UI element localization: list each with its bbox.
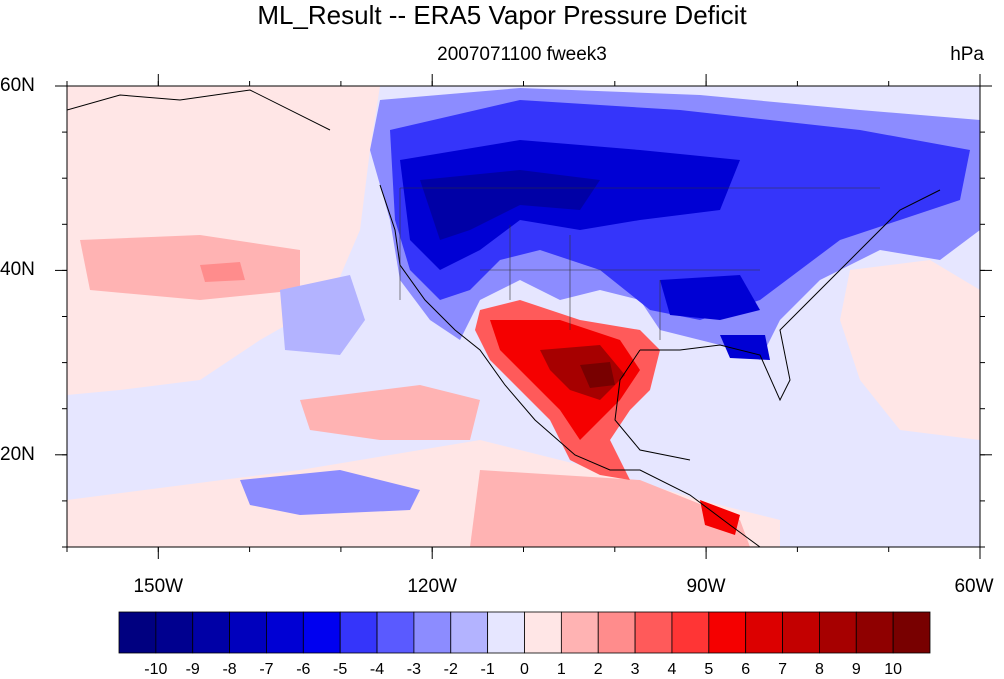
colorbar-label: 1 xyxy=(556,661,566,678)
chart-title: ML_Result -- ERA5 Vapor Pressure Deficit xyxy=(257,0,747,30)
colorbar-swatch xyxy=(819,611,857,654)
coastline-alaska xyxy=(67,89,331,131)
colorbar-label: -6 xyxy=(296,661,311,678)
colorbar-label: -8 xyxy=(222,661,237,678)
colorbar-label: -7 xyxy=(259,661,274,678)
colorbar-swatch xyxy=(229,611,267,654)
coastline-pacific xyxy=(379,184,761,547)
colorbar-swatch xyxy=(560,611,599,654)
colorbar-swatch xyxy=(339,611,378,654)
colorbar-swatch xyxy=(450,611,489,654)
chart-subtitle: 2007071100 fweek3 xyxy=(437,44,607,65)
colorbar-swatch xyxy=(192,611,230,654)
colorbar-label: -5 xyxy=(333,661,348,678)
lat-tick-label: 40N xyxy=(0,259,35,281)
colorbar-label: 3 xyxy=(630,661,640,678)
lon-tick-label: 150W xyxy=(133,576,184,597)
colorbar xyxy=(118,611,931,654)
field-mid-pacific-positive xyxy=(80,235,300,300)
colorbar-label: -1 xyxy=(480,661,495,678)
axis-ticks xyxy=(55,74,992,559)
colorbar-label: -3 xyxy=(406,661,422,678)
colorbar-label: 0 xyxy=(520,661,529,678)
state-borders xyxy=(399,187,880,340)
units-label: hPa xyxy=(950,44,984,65)
lon-tick-label: 120W xyxy=(407,576,457,597)
colorbar-label: 2 xyxy=(593,661,603,678)
colorbar-label: -10 xyxy=(144,661,168,678)
field-midwest-negative xyxy=(660,275,760,320)
field-baja-positive xyxy=(300,385,480,440)
colorbar-swatch xyxy=(487,611,525,654)
colorbar-label: 4 xyxy=(667,661,677,678)
field-pacific-negative xyxy=(280,275,365,355)
colorbar-swatch xyxy=(634,611,673,654)
field-pacific-spot xyxy=(200,262,245,282)
colorbar-swatch xyxy=(155,611,194,654)
colorbar-swatch xyxy=(671,611,710,654)
coastline-gulf xyxy=(614,349,691,461)
field-na-core-negative xyxy=(420,170,600,240)
colorbar-swatch xyxy=(782,611,820,654)
colorbar-swatch xyxy=(302,611,341,654)
colorbar-swatch xyxy=(708,611,747,654)
colorbar-swatch xyxy=(892,611,931,654)
colorbar-swatch xyxy=(376,611,415,654)
colorbar-swatch xyxy=(745,611,783,654)
colorbar-swatch xyxy=(413,611,452,654)
field-central-america-positive xyxy=(470,470,750,547)
colorbar-label: -2 xyxy=(443,661,458,678)
colorbar-label: 7 xyxy=(778,661,787,678)
colorbar-label: 5 xyxy=(704,661,714,678)
field-southeast-negative xyxy=(720,335,770,360)
field-pink-atlantic xyxy=(840,260,980,440)
colorbar-swatch xyxy=(597,611,636,654)
colorbar-label: -4 xyxy=(369,661,385,678)
coastline-atlantic xyxy=(640,189,941,402)
field-tropical-negative xyxy=(240,470,420,515)
lon-tick-label: 60W xyxy=(954,576,994,597)
colorbar-label: 9 xyxy=(851,661,861,678)
map-field xyxy=(67,86,980,547)
colorbar-label: 6 xyxy=(741,661,751,678)
lon-tick-label: 90W xyxy=(686,576,726,597)
colorbar-label: -9 xyxy=(185,661,200,678)
field-mexico-max-positive xyxy=(580,362,615,388)
lat-tick-label: 60N xyxy=(0,75,35,96)
colorbar-swatch xyxy=(524,611,562,654)
lat-tick-label: 20N xyxy=(0,443,35,465)
colorbar-label: 8 xyxy=(814,661,824,678)
colorbar-label: 10 xyxy=(884,661,903,678)
colorbar-swatch xyxy=(266,611,304,654)
colorbar-swatch xyxy=(855,611,894,654)
colorbar-swatch xyxy=(118,611,157,654)
